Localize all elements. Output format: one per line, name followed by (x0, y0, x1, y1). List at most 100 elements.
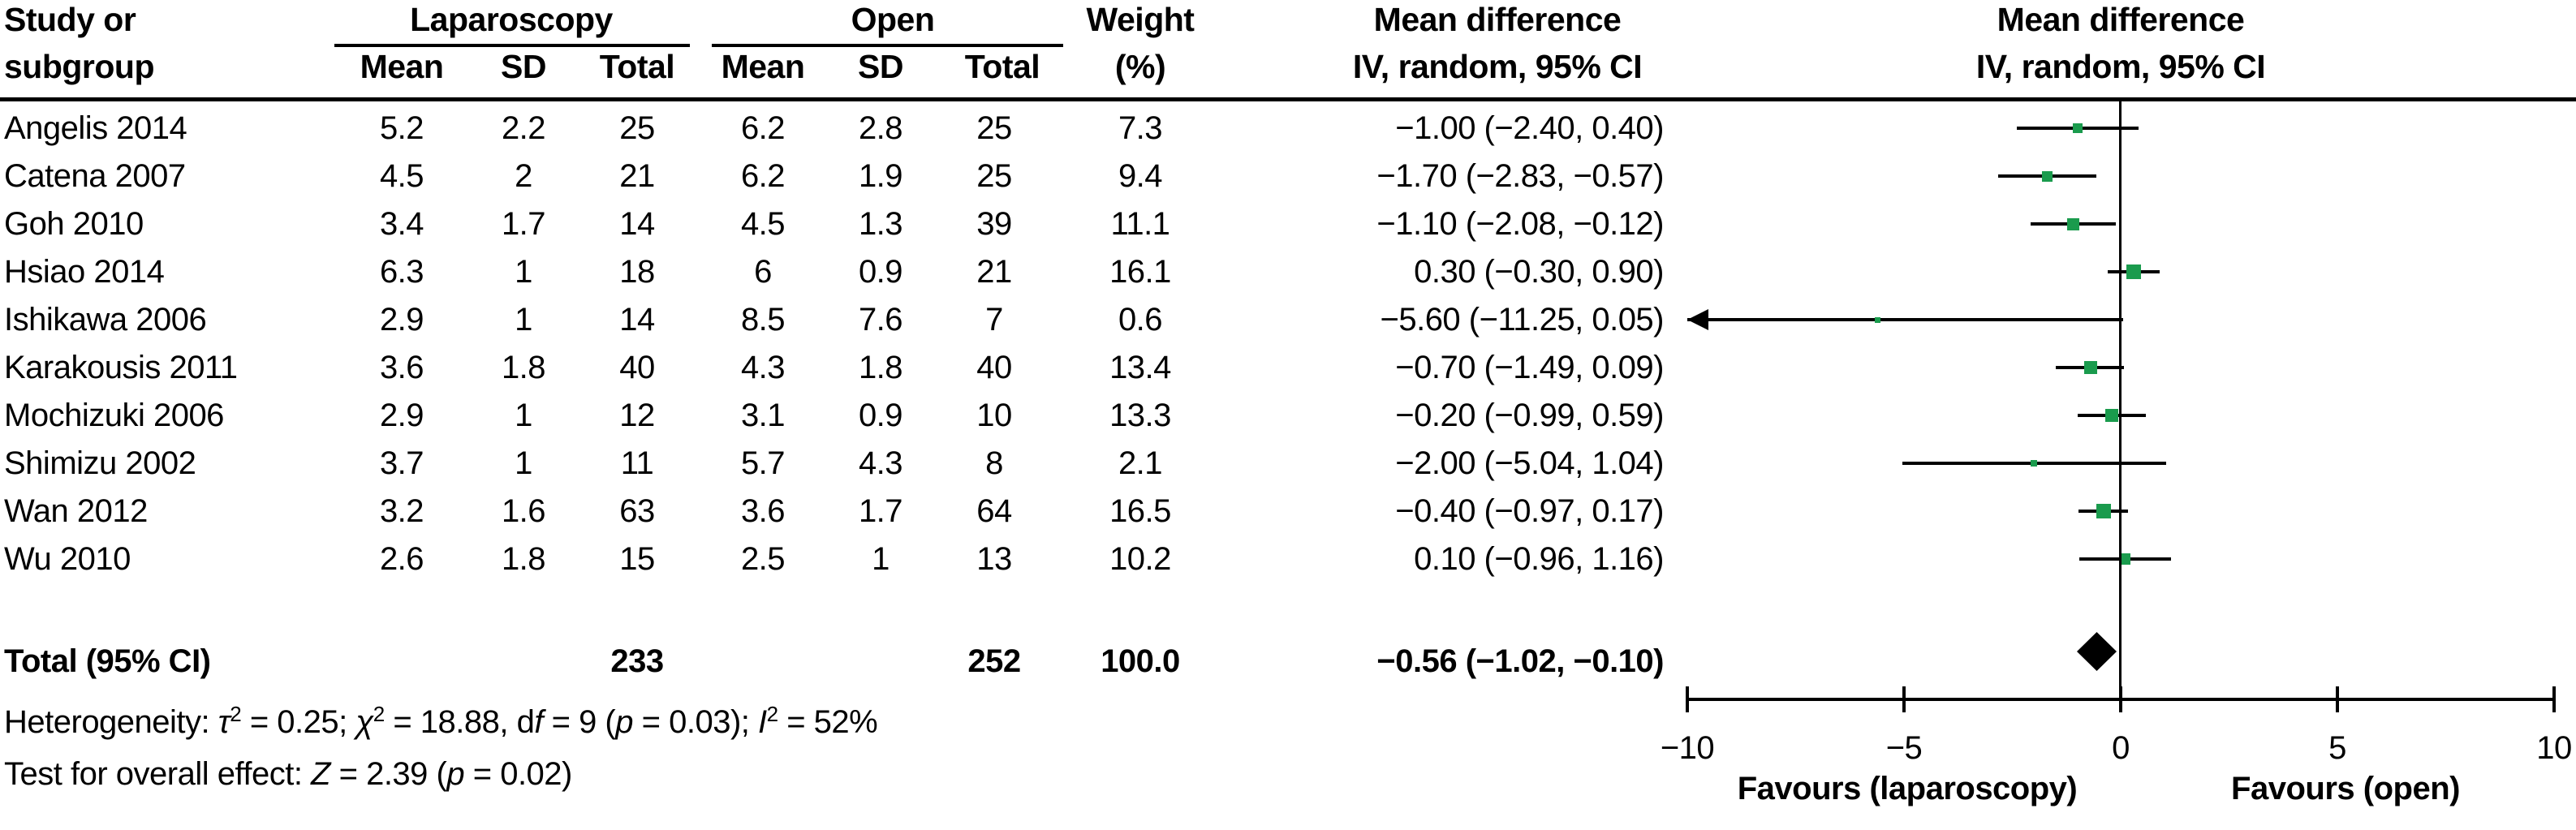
lap-total-cell: 40 (619, 350, 655, 385)
lap-mean-cell: 2.9 (379, 302, 424, 338)
heterogeneity-note: Heterogeneity: τ2 = 0.25; χ2 = 18.88, df… (4, 702, 878, 740)
lap-mean-cell: 3.6 (379, 350, 424, 385)
total-open-total-cell: 252 (967, 643, 1021, 679)
arrow-left-icon (1687, 309, 1708, 330)
weight-cell: 16.1 (1109, 254, 1171, 290)
col-header-open-sd: SD (858, 48, 903, 85)
open-total-cell: 13 (976, 541, 1012, 577)
open-mean-cell: 4.3 (740, 350, 786, 385)
favours-right-label: Favours (open) (2231, 771, 2460, 806)
col-header-lap-mean: Mean (360, 48, 444, 85)
lap-mean-cell: 3.2 (379, 493, 424, 529)
axis-tick (2336, 686, 2339, 712)
open-total-cell: 7 (985, 302, 1003, 338)
lap-total-cell: 11 (620, 445, 654, 481)
point-estimate-marker (2126, 264, 2141, 279)
lap-sd-cell: 1.8 (501, 350, 546, 385)
weight-cell: 9.4 (1118, 158, 1163, 194)
total-ci-text: −0.56 (−1.02, −0.10) (1376, 643, 1664, 679)
weight-cell: 10.2 (1109, 541, 1171, 577)
group-header-open: Open (851, 1, 935, 38)
lap-total-cell: 18 (619, 254, 655, 290)
col-header-lap-sd: SD (501, 48, 546, 85)
ci-text: −1.70 (−2.83, −0.57) (1376, 158, 1664, 194)
weight-cell: 0.6 (1118, 302, 1163, 338)
md-plot-col-title: Mean difference (1997, 1, 2245, 38)
laparoscopy-underline (334, 44, 690, 47)
point-estimate-marker (2105, 409, 2118, 422)
ci-text: −0.70 (−1.49, 0.09) (1395, 350, 1664, 385)
point-estimate-marker (2073, 123, 2083, 133)
open-mean-cell: 3.6 (740, 493, 786, 529)
axis-tick-label: −5 (1885, 730, 1923, 766)
point-estimate-marker (2042, 171, 2053, 182)
lap-sd-cell: 1 (515, 398, 532, 433)
point-estimate-marker (2084, 361, 2097, 374)
open-total-cell: 39 (976, 206, 1012, 242)
axis-tick-label: 0 (2112, 730, 2130, 766)
header-rule (0, 97, 2576, 101)
open-mean-cell: 6.2 (740, 110, 786, 146)
lap-sd-cell: 1 (515, 302, 532, 338)
open-mean-cell: 6 (754, 254, 772, 290)
open-total-cell: 8 (985, 445, 1003, 481)
ci-line (1687, 318, 2123, 321)
open-sd-cell: 1.8 (858, 350, 903, 385)
lap-sd-cell: 1.7 (501, 206, 546, 242)
open-sd-cell: 4.3 (858, 445, 903, 481)
md-plot-col-subtitle: IV, random, 95% CI (1975, 48, 2266, 85)
lap-mean-cell: 4.5 (379, 158, 424, 194)
open-total-cell: 64 (976, 493, 1012, 529)
total-weight-cell: 100.0 (1101, 643, 1180, 679)
lap-mean-cell: 2.6 (379, 541, 424, 577)
lap-total-cell: 15 (619, 541, 655, 577)
point-estimate-marker (2119, 553, 2130, 565)
lap-total-cell: 21 (619, 158, 655, 194)
weight-cell: 11.1 (1110, 206, 1170, 242)
lap-mean-cell: 5.2 (379, 110, 424, 146)
study-name: Hsiao 2014 (4, 254, 165, 290)
lap-sd-cell: 2 (515, 158, 532, 194)
point-estimate-marker (2031, 460, 2037, 467)
open-underline (712, 44, 1063, 47)
open-total-cell: 25 (976, 110, 1012, 146)
axis-tick (1686, 686, 1689, 712)
total-label: Total (95% CI) (4, 643, 211, 679)
study-col-header-line2: subgroup (4, 48, 155, 85)
study-name: Mochizuki 2006 (4, 398, 224, 433)
lap-sd-cell: 1 (515, 254, 532, 290)
study-name: Goh 2010 (4, 206, 144, 242)
md-text-col-title: Mean difference (1373, 1, 1622, 38)
overall-effect-note: Test for overall effect: Z = 2.39 (p = 0… (4, 756, 572, 792)
open-mean-cell: 2.5 (740, 541, 786, 577)
open-total-cell: 10 (976, 398, 1012, 433)
md-text-col-subtitle: IV, random, 95% CI (1352, 48, 1643, 85)
open-sd-cell: 0.9 (858, 254, 903, 290)
zero-line (2119, 97, 2122, 712)
ci-text: 0.10 (−0.96, 1.16) (1414, 541, 1664, 577)
total-lap-total-cell: 233 (610, 643, 664, 679)
lap-sd-cell: 1.8 (501, 541, 546, 577)
point-estimate-marker (2096, 504, 2111, 518)
ci-text: −1.00 (−2.40, 0.40) (1395, 110, 1664, 146)
group-header-laparoscopy: Laparoscopy (410, 1, 613, 38)
weight-cell: 13.4 (1109, 350, 1171, 385)
lap-total-cell: 14 (619, 302, 655, 338)
open-mean-cell: 6.2 (740, 158, 786, 194)
ci-text: −0.20 (−0.99, 0.59) (1395, 398, 1664, 433)
open-sd-cell: 1.3 (858, 206, 903, 242)
axis-tick-label: −10 (1660, 730, 1715, 766)
axis-tick (2119, 686, 2122, 712)
lap-sd-cell: 1 (515, 445, 532, 481)
ci-text: −0.40 (−0.97, 0.17) (1395, 493, 1664, 529)
col-header-open-mean: Mean (721, 48, 805, 85)
lap-sd-cell: 1.6 (501, 493, 546, 529)
study-name: Ishikawa 2006 (4, 302, 207, 338)
study-name: Wan 2012 (4, 493, 148, 529)
study-name: Catena 2007 (4, 158, 186, 194)
study-name: Karakousis 2011 (4, 350, 238, 385)
weight-cell: 2.1 (1118, 445, 1163, 481)
ci-text: −5.60 (−11.25, 0.05) (1380, 302, 1664, 338)
summary-diamond (2077, 632, 2117, 671)
